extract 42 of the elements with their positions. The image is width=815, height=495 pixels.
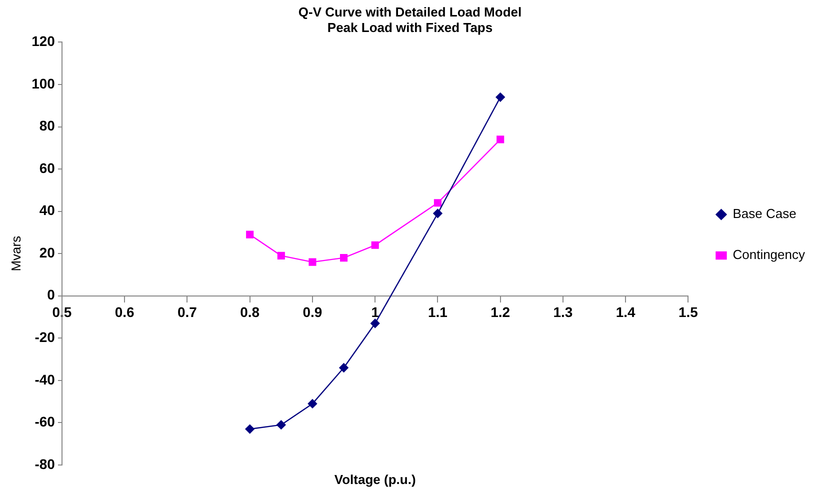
point [496, 136, 504, 144]
y-tick-label: 60 [39, 160, 56, 176]
y-tick-label: 0 [47, 286, 56, 303]
y-tick-label: 100 [32, 75, 56, 92]
y-tick-label: 80 [39, 118, 56, 134]
point [340, 254, 348, 262]
y-axis-title: Mvars [8, 235, 24, 272]
x-tick-label: 1.3 [553, 304, 573, 320]
point [371, 241, 379, 249]
point [277, 252, 285, 260]
y-tick-label: 20 [39, 244, 56, 260]
point [434, 199, 442, 207]
point [339, 363, 348, 372]
x-tick-label: 0.7 [177, 304, 198, 320]
y-tick-label: 40 [39, 202, 56, 218]
x-tick-label: 0.8 [240, 304, 260, 320]
y-tick-label: -60 [34, 414, 56, 430]
x-tick-label: 0.5 [52, 304, 72, 320]
x-tick-label: 1.1 [428, 304, 448, 320]
point [433, 208, 442, 218]
point [246, 230, 254, 238]
x-tick-label: 1 [371, 304, 380, 320]
point [245, 424, 254, 434]
y-tick-label: -40 [34, 371, 56, 388]
x-tick-label: 0.6 [114, 304, 135, 320]
legend-label: Base Case [732, 206, 796, 222]
chart-subtitle: Peak Load with Fixed Taps [327, 20, 493, 35]
y-tick-label: -80 [34, 456, 56, 472]
x-tick-label: 0.9 [302, 304, 322, 320]
y-tick-label: -20 [34, 329, 56, 346]
point [370, 318, 380, 328]
point [496, 92, 505, 102]
point [276, 420, 286, 430]
legend-label: Contingency [732, 247, 806, 262]
y-tick-label: 120 [32, 33, 56, 50]
x-axis-title: Voltage (p.u.) [334, 472, 416, 488]
x-tick-label: 1.5 [678, 304, 698, 320]
chart-title: Q-V Curve with Detailed Load Model [298, 4, 522, 20]
point [308, 258, 316, 266]
x-tick-label: 1.2 [490, 304, 510, 320]
point [308, 399, 318, 408]
x-tick-label: 1.4 [616, 304, 636, 320]
